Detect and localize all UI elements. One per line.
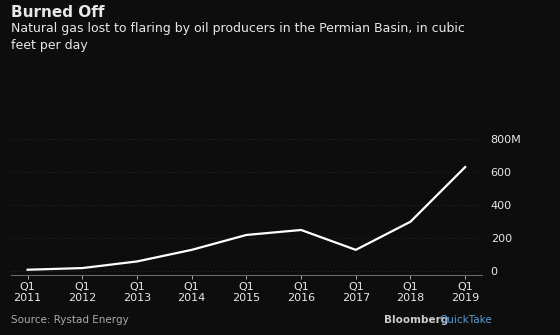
Text: Bloomberg: Bloomberg [384,315,448,325]
Text: Burned Off: Burned Off [11,5,105,20]
Text: QuickTake: QuickTake [440,315,492,325]
Text: Natural gas lost to flaring by oil producers in the Permian Basin, in cubic
feet: Natural gas lost to flaring by oil produ… [11,22,465,52]
Text: Source: Rystad Energy: Source: Rystad Energy [11,315,129,325]
